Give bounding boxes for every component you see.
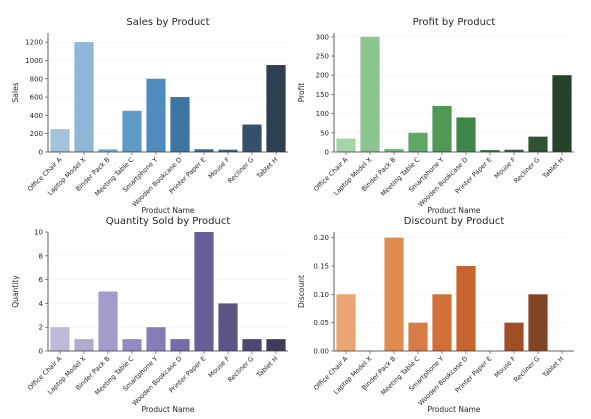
chart-title: Discount by Product (404, 216, 505, 227)
bar-8 (504, 149, 524, 152)
y-tick-label: 50 (320, 129, 329, 137)
y-axis-label: Quantity (11, 275, 20, 308)
bar-3 (98, 149, 118, 152)
bar-3 (384, 148, 404, 152)
x-tick-label: Recliner G (226, 355, 255, 384)
bar-3 (98, 291, 118, 351)
bar-1 (50, 327, 70, 351)
y-tick-label: 4 (39, 300, 44, 308)
x-tick-label: Tablet H (254, 355, 279, 380)
bar-7 (194, 232, 214, 351)
y-tick-label: 150 (316, 91, 329, 99)
y-tick-label: 10 (34, 229, 43, 237)
x-axis-label: Product Name (428, 206, 481, 215)
bar-5 (432, 105, 452, 152)
bar-7 (194, 149, 214, 152)
bar-1 (50, 129, 70, 152)
chart-title: Sales by Product (126, 17, 209, 28)
x-axis-label: Product Name (142, 405, 195, 414)
y-tick-label: 100 (316, 110, 329, 118)
bar-1 (336, 294, 356, 351)
y-axis-label: Profit (297, 83, 306, 103)
x-tick-label: Recliner G (512, 355, 541, 384)
bar-4 (408, 322, 428, 351)
y-tick-label: 8 (39, 252, 43, 260)
bar-10 (552, 75, 572, 152)
y-tick-label: 0.15 (313, 263, 329, 271)
bar-4 (122, 339, 142, 351)
bar-8 (504, 322, 524, 351)
bar-5 (146, 327, 166, 351)
subplot-1: Sales by Product020040060080010001200Off… (11, 17, 288, 208)
bar-2 (74, 42, 94, 152)
bar-5 (146, 78, 166, 152)
bar-9 (528, 136, 548, 152)
x-tick-label: Tablet H (254, 156, 279, 181)
bar-4 (408, 132, 428, 152)
bar-10 (266, 339, 286, 351)
y-tick-label: 250 (316, 53, 329, 61)
y-tick-label: 1000 (25, 57, 43, 65)
y-tick-label: 800 (30, 75, 43, 83)
bar-6 (170, 97, 190, 152)
y-tick-label: 0.00 (313, 348, 329, 356)
bar-2 (74, 339, 94, 351)
bar-5 (432, 294, 452, 351)
bar-10 (266, 65, 286, 152)
y-tick-label: 1200 (25, 39, 43, 47)
subplot-2: Profit by Product050100150200250300Offic… (297, 17, 574, 208)
y-tick-label: 400 (30, 112, 43, 120)
bar-6 (456, 117, 476, 152)
x-tick-label: Tablet H (540, 156, 565, 181)
x-axis-label: Product Name (428, 405, 481, 414)
chart-title: Quantity Sold by Product (106, 216, 231, 227)
y-tick-label: 200 (30, 130, 43, 138)
x-tick-label: Recliner G (226, 156, 255, 185)
x-tick-label: Recliner G (512, 156, 541, 185)
y-axis-label: Sales (11, 82, 20, 102)
y-tick-label: 0 (39, 348, 43, 356)
y-tick-label: 600 (30, 94, 43, 102)
bar-1 (336, 138, 356, 152)
x-axis-label: Product Name (142, 206, 195, 215)
y-tick-label: 6 (39, 276, 44, 284)
y-axis-label: Discount (297, 275, 306, 308)
bar-2 (360, 36, 380, 152)
x-tick-label: Tablet H (540, 355, 565, 380)
y-tick-label: 0.10 (313, 291, 329, 299)
y-tick-label: 0 (39, 149, 43, 157)
bar-9 (528, 294, 548, 351)
bar-9 (242, 339, 262, 351)
y-tick-label: 0 (325, 149, 329, 157)
bar-4 (122, 110, 142, 152)
y-tick-label: 0.20 (313, 234, 329, 242)
y-tick-label: 2 (39, 324, 43, 332)
bar-7 (480, 150, 500, 152)
y-tick-label: 200 (316, 72, 329, 80)
y-tick-label: 300 (316, 33, 329, 41)
bar-8 (218, 149, 238, 152)
bar-3 (384, 237, 404, 351)
bar-8 (218, 303, 238, 351)
subplot-4: Discount by Product0.000.050.100.150.20O… (297, 216, 574, 407)
bar-6 (170, 339, 190, 351)
bar-6 (456, 266, 476, 351)
y-tick-label: 0.05 (313, 319, 329, 327)
bar-9 (242, 124, 262, 152)
chart-title: Profit by Product (413, 17, 496, 28)
